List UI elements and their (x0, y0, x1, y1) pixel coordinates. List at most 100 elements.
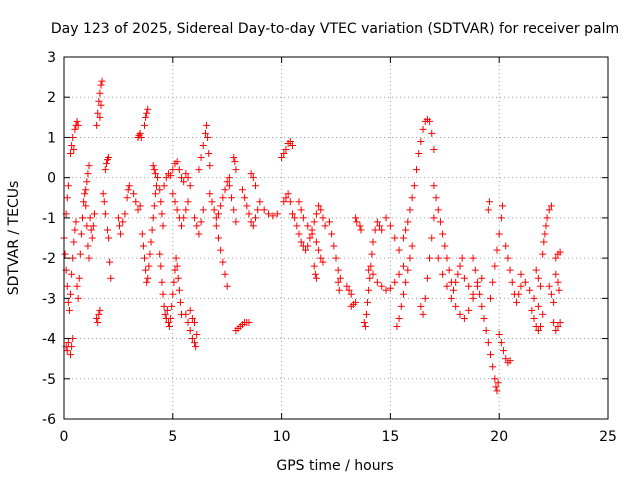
data-point (356, 222, 364, 230)
data-point (184, 174, 192, 182)
y-tick-label: -4 (42, 332, 56, 348)
data-point (391, 278, 399, 286)
data-point (443, 254, 451, 262)
data-point (104, 226, 112, 234)
data-point (445, 266, 453, 274)
data-point (174, 274, 182, 282)
data-point (148, 226, 156, 234)
data-point (317, 254, 325, 262)
data-point (498, 202, 506, 210)
data-point (143, 278, 151, 286)
data-point (195, 230, 203, 238)
data-point (347, 290, 355, 298)
data-point (378, 282, 386, 290)
data-point (386, 284, 394, 292)
data-point (495, 331, 503, 339)
data-point (117, 230, 125, 238)
data-point (469, 254, 477, 262)
data-point (63, 347, 71, 355)
data-point (521, 278, 529, 286)
data-point (251, 182, 259, 190)
data-point (484, 206, 492, 214)
data-point (430, 182, 438, 190)
data-point (64, 182, 72, 190)
x-tick-label: 5 (168, 429, 177, 445)
data-point (534, 274, 542, 282)
data-point (97, 81, 105, 89)
data-point (517, 270, 525, 278)
data-point (297, 206, 305, 214)
data-point (171, 198, 179, 206)
data-point (102, 160, 110, 168)
data-point (280, 150, 288, 158)
data-point (545, 282, 553, 290)
data-point (77, 230, 85, 238)
data-point (319, 258, 327, 266)
data-point (288, 210, 296, 218)
data-point (78, 214, 86, 222)
data-point (393, 322, 401, 330)
data-point (69, 335, 77, 343)
plot-frame (63, 56, 609, 420)
data-point (334, 266, 342, 274)
data-point (186, 306, 194, 314)
data-point (149, 162, 157, 170)
data-point (82, 202, 90, 210)
data-point (417, 137, 425, 145)
data-point (184, 198, 192, 206)
data-point (231, 158, 239, 166)
data-point (168, 302, 176, 310)
data-point (545, 206, 553, 214)
data-point (152, 182, 160, 190)
data-point (328, 230, 336, 238)
data-point (119, 218, 127, 226)
data-point (203, 121, 211, 129)
data-point (365, 266, 373, 274)
data-point (159, 290, 167, 298)
data-point (260, 206, 268, 214)
data-point (426, 254, 434, 262)
data-point (493, 246, 501, 254)
data-point (460, 274, 468, 282)
data-point (100, 198, 108, 206)
data-point (199, 206, 207, 214)
data-point (158, 278, 166, 286)
data-point (513, 298, 521, 306)
data-point (124, 186, 132, 194)
data-point (456, 262, 464, 270)
data-point (175, 286, 183, 294)
data-point (502, 355, 510, 363)
data-point (75, 274, 83, 282)
data-point (68, 343, 76, 351)
data-point (188, 314, 196, 322)
data-point (495, 230, 503, 238)
data-point (143, 109, 151, 117)
data-point (86, 214, 94, 222)
data-point (90, 210, 98, 218)
y-tick-label: 3 (47, 50, 56, 66)
chart-title: Day 123 of 2025, Sidereal Day-to-day VTE… (51, 21, 619, 37)
data-point (286, 198, 294, 206)
data-point (447, 294, 455, 302)
data-point (312, 238, 320, 246)
data-point (308, 230, 316, 238)
data-point (94, 109, 102, 117)
data-point (182, 310, 190, 318)
data-point (369, 270, 377, 278)
data-point (299, 214, 307, 222)
data-point (175, 166, 183, 174)
data-point (123, 194, 131, 202)
data-point (182, 170, 190, 178)
data-point (506, 357, 514, 365)
data-point (295, 230, 303, 238)
data-point (452, 302, 460, 310)
data-point (430, 214, 438, 222)
data-point (64, 339, 72, 347)
data-point (210, 206, 218, 214)
data-point (163, 306, 171, 314)
data-point (67, 150, 75, 158)
data-point (504, 254, 512, 262)
grid-layer (64, 57, 608, 419)
data-point (371, 226, 379, 234)
data-point (489, 278, 497, 286)
